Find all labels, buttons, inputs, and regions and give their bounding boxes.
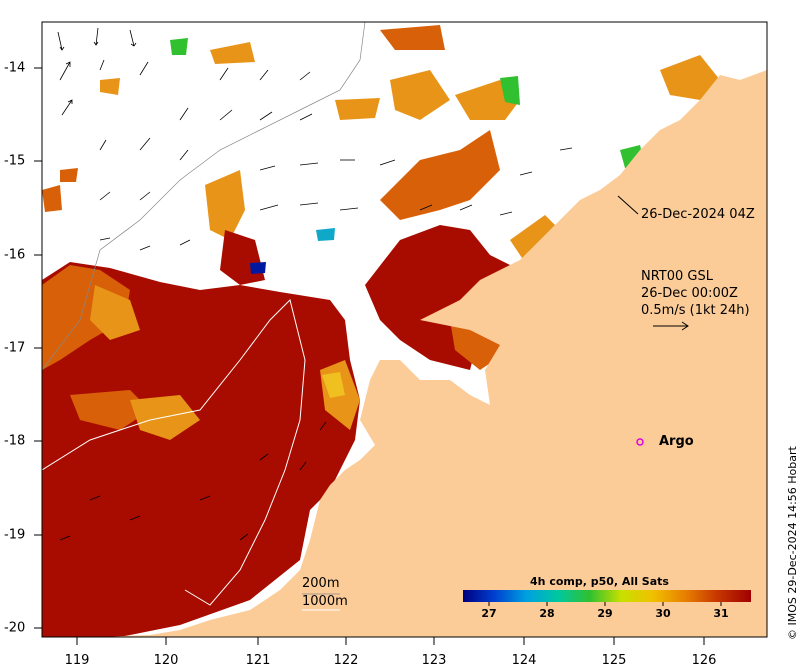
sst-patch bbox=[42, 262, 360, 637]
sst-patch bbox=[170, 38, 188, 55]
sst-patch bbox=[205, 170, 245, 240]
x-tick-label: 122 bbox=[333, 653, 359, 668]
sst-patch bbox=[316, 228, 335, 241]
y-tick-label: -20 bbox=[4, 620, 26, 636]
current-arrows bbox=[57, 27, 573, 541]
timestamp-label: 26-Dec-2024 04Z bbox=[641, 207, 755, 222]
sst-patch bbox=[250, 262, 266, 274]
y-tick-label: -17 bbox=[4, 340, 26, 356]
y-tick-label: -15 bbox=[4, 153, 26, 169]
current-scale-arrow bbox=[653, 321, 689, 331]
x-tick-label: 126 bbox=[691, 653, 717, 668]
colorbar bbox=[463, 590, 751, 606]
sst-patch bbox=[60, 168, 78, 182]
sst-patch bbox=[500, 76, 520, 105]
contour-1000m-label: 1000m bbox=[302, 594, 348, 609]
contour-200m-label: 200m bbox=[302, 576, 340, 591]
current-source-label: NRT00 GSL bbox=[641, 269, 713, 284]
x-tick-label: 123 bbox=[421, 653, 447, 668]
sst-patch bbox=[390, 70, 450, 120]
credit-text: © IMOS 29-Dec-2024 14:56 Hobart bbox=[786, 446, 799, 640]
sst-patch bbox=[660, 55, 720, 100]
sst-patch bbox=[42, 185, 62, 212]
y-tick-label: -19 bbox=[4, 527, 26, 543]
colorbar-title: 4h comp, p50, All Sats bbox=[530, 575, 669, 588]
land-mass bbox=[100, 70, 767, 637]
y-tick-label: -14 bbox=[4, 60, 26, 76]
argo-marker[interactable] bbox=[636, 438, 644, 446]
x-tick-label: 119 bbox=[64, 653, 90, 668]
y-tick-label: -18 bbox=[4, 433, 26, 449]
colorbar-tick-label: 27 bbox=[481, 607, 497, 620]
x-tick-label: 121 bbox=[245, 653, 271, 668]
contour-200m bbox=[42, 22, 366, 371]
sst-patch bbox=[335, 98, 380, 120]
colorbar-tick-label: 30 bbox=[655, 607, 671, 620]
current-scale-label: 0.5m/s (1kt 24h) bbox=[641, 303, 750, 318]
colorbar-tick-label: 31 bbox=[713, 607, 729, 620]
x-tick-label: 124 bbox=[511, 653, 537, 668]
plot-frame bbox=[41, 21, 768, 638]
sst-layer bbox=[42, 25, 720, 637]
y-tick-label: -16 bbox=[4, 247, 26, 263]
sst-patch bbox=[90, 285, 140, 340]
sst-patch bbox=[380, 25, 445, 50]
sst-patch bbox=[365, 225, 520, 370]
sst-patch bbox=[100, 78, 120, 95]
x-tick-label: 120 bbox=[153, 653, 179, 668]
axis-ticks bbox=[34, 67, 705, 645]
timestamp-pointer bbox=[617, 195, 639, 215]
argo-label: Argo bbox=[659, 434, 694, 449]
colorbar-tick-label: 29 bbox=[597, 607, 613, 620]
contour-1000m bbox=[42, 299, 306, 606]
sst-patch bbox=[322, 372, 345, 398]
current-time-label: 26-Dec 00:00Z bbox=[641, 286, 738, 301]
x-tick-label: 125 bbox=[601, 653, 627, 668]
sst-patch bbox=[210, 42, 255, 64]
colorbar-tick-label: 28 bbox=[539, 607, 555, 620]
sst-patch bbox=[380, 130, 500, 220]
colorbar-gradient bbox=[463, 590, 751, 602]
